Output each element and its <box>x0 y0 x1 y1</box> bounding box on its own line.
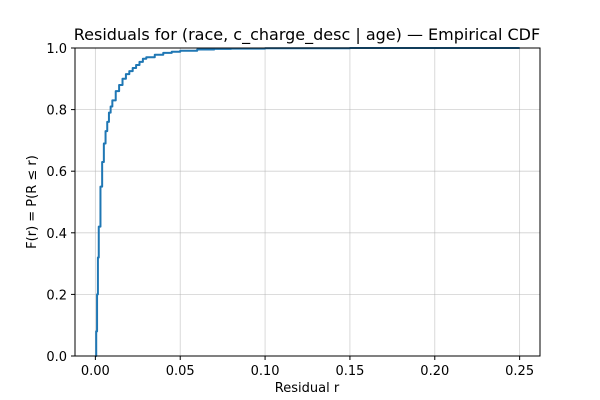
x-axis-label: Residual r <box>275 381 340 396</box>
x-tick-label: 0.25 <box>505 364 534 379</box>
y-tick-label: 0.6 <box>46 165 67 180</box>
x-tick-label: 0.20 <box>420 364 449 379</box>
x-tick-label: 0.00 <box>81 364 110 379</box>
axes-frame <box>74 47 541 357</box>
y-axis-label: F(r) = P(R ≤ r) <box>25 155 40 249</box>
ecdf-line <box>95 47 520 357</box>
y-tick-label: 0.8 <box>46 104 67 119</box>
ticks: 0.00 0.05 0.10 0.15 0.20 0.25 0.0 0.2 0.4 0.6 0.8 1… <box>46 42 534 379</box>
x-tick-label: 0.10 <box>251 364 280 379</box>
y-tick-label: 0.2 <box>46 288 67 303</box>
y-tick-label: 0.4 <box>46 227 67 242</box>
x-tick-label: 0.15 <box>335 364 364 379</box>
chart-title: Residuals for (race, c_charge_desc | age… <box>74 25 540 45</box>
y-tick-label: 0.0 <box>46 350 67 365</box>
y-tick-label: 1.0 <box>46 42 67 57</box>
plot-area <box>95 47 520 357</box>
x-tick-label: 0.05 <box>166 364 195 379</box>
